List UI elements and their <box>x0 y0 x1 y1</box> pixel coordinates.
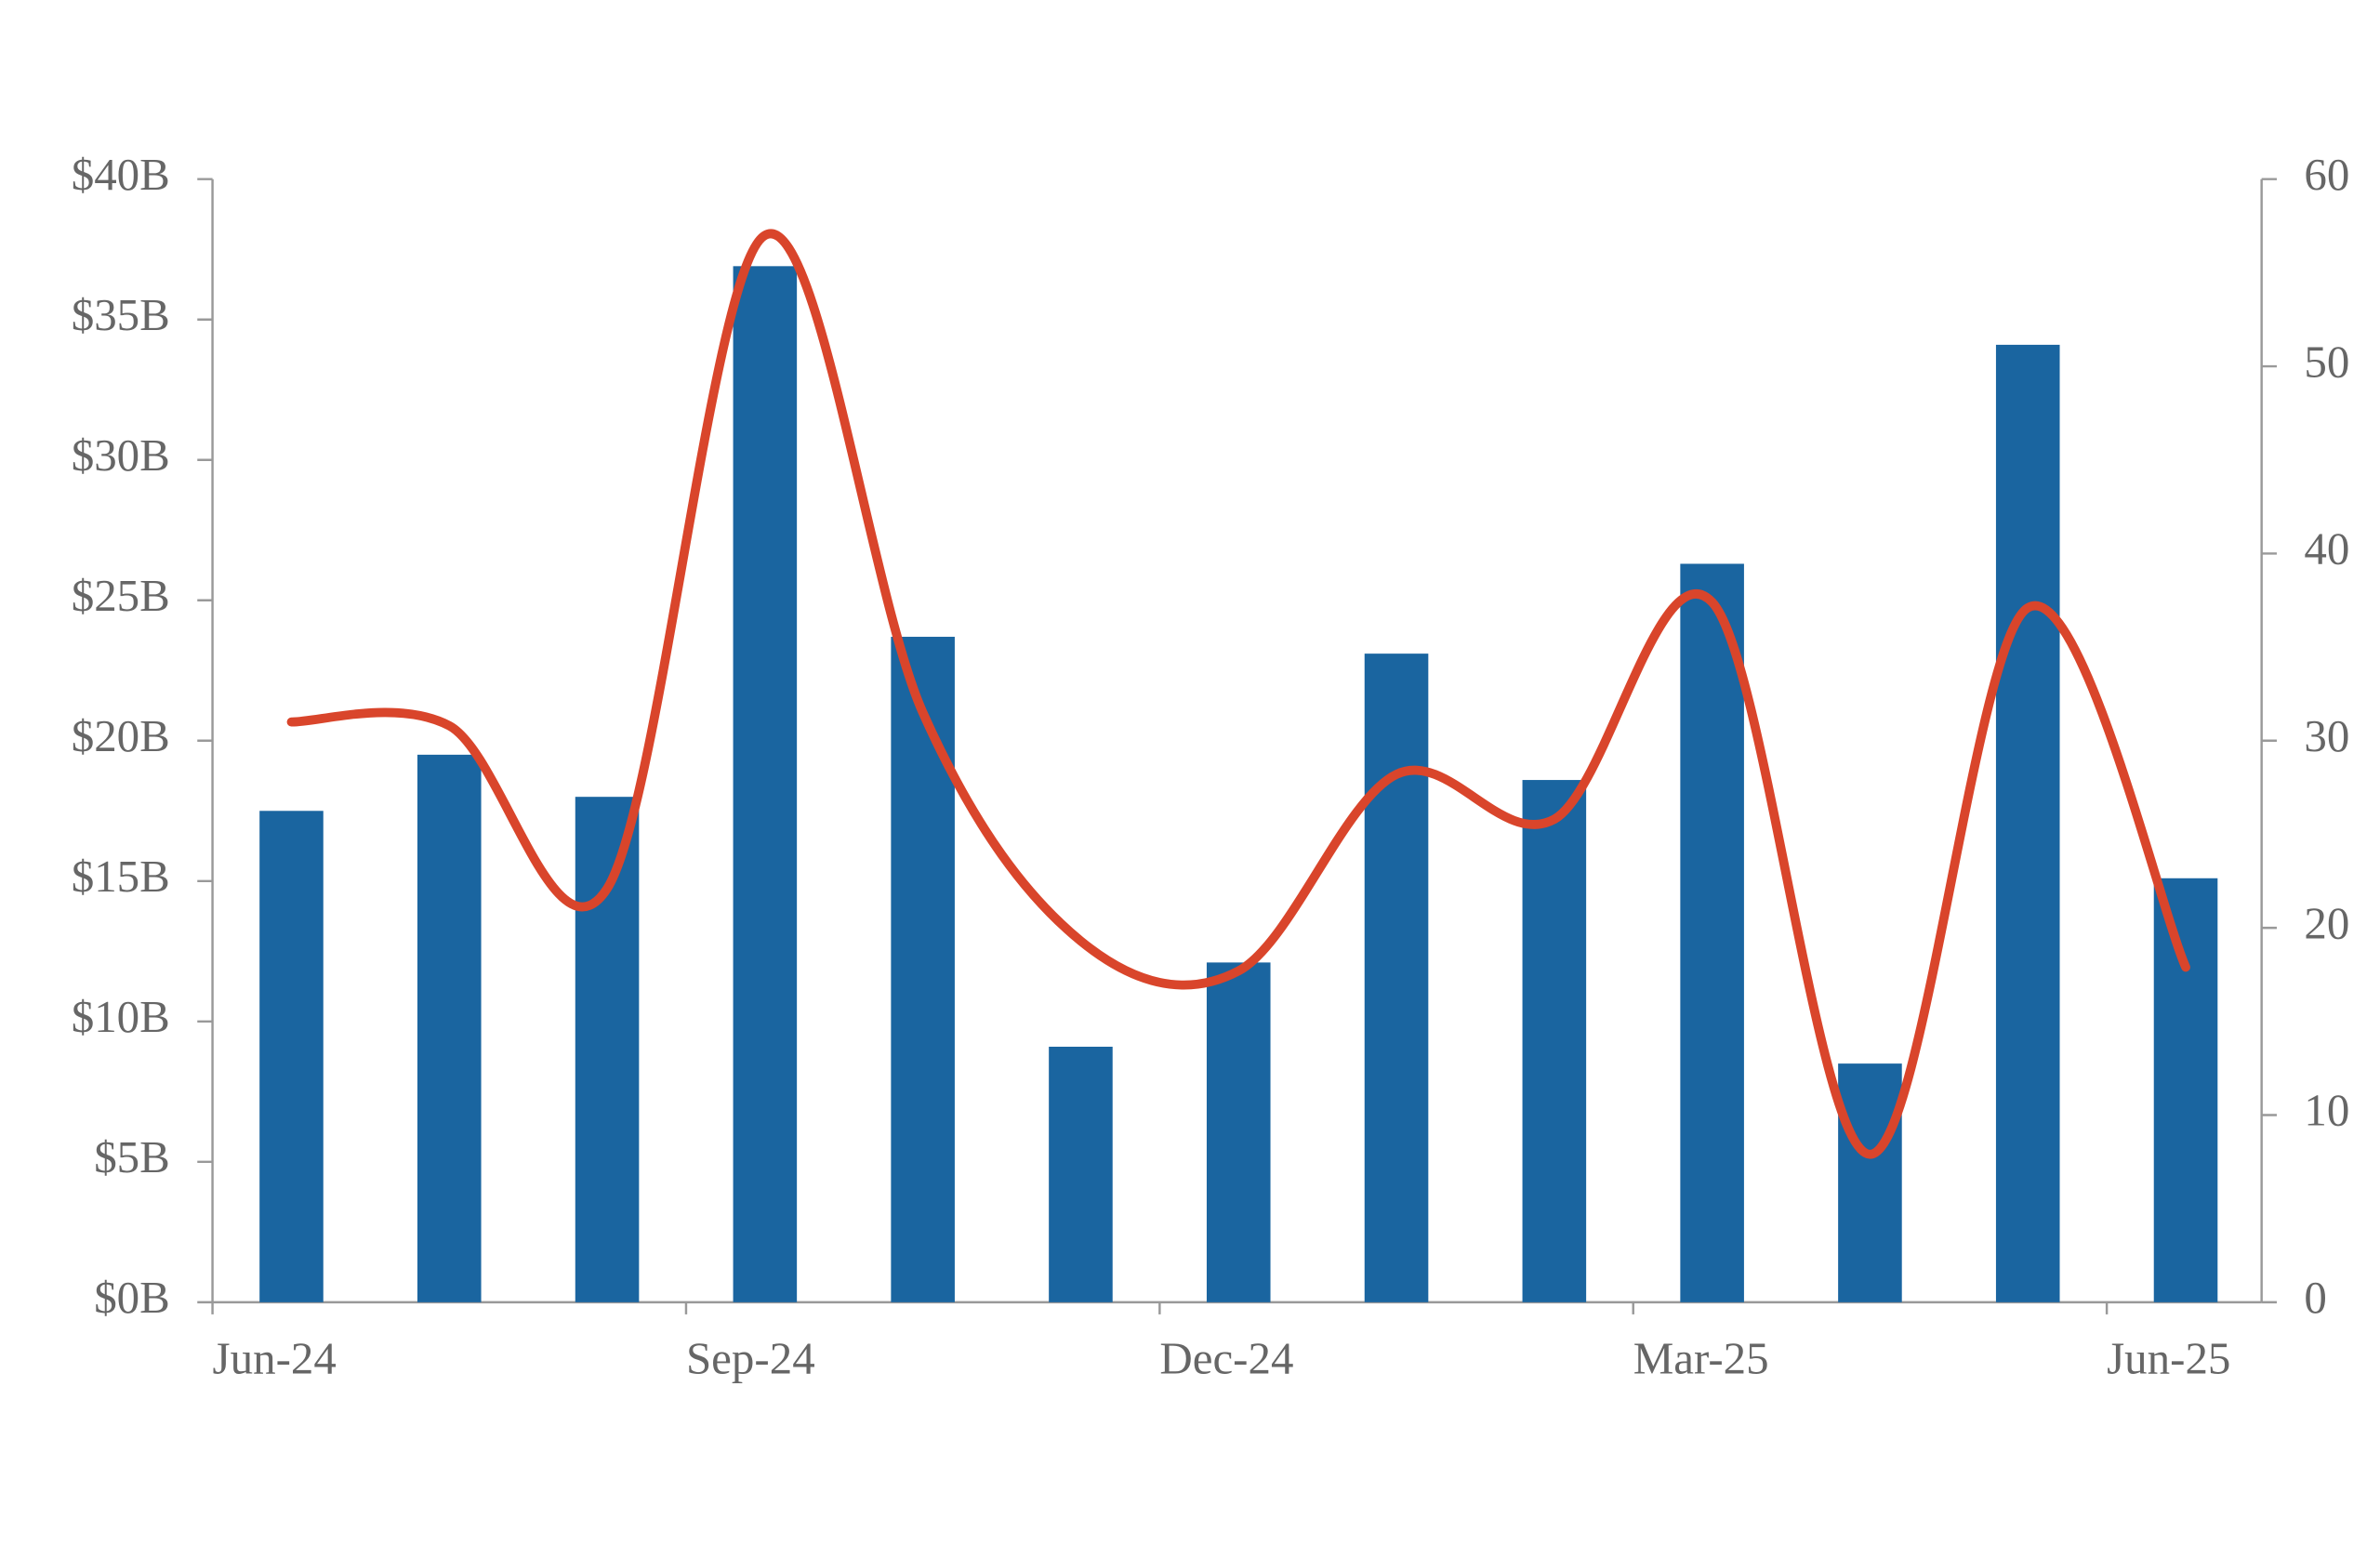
bar <box>733 266 798 1302</box>
x-tick-label: Mar-25 <box>1633 1332 1769 1383</box>
bar <box>1206 962 1271 1302</box>
y2-tick-label: 30 <box>2304 710 2349 761</box>
bar <box>259 811 324 1302</box>
x-tick-label: Jun-24 <box>213 1332 337 1383</box>
bar <box>1680 563 1744 1302</box>
bar <box>2153 878 2218 1302</box>
y-tick-label: $15B <box>72 851 170 902</box>
bar <box>1838 1063 1902 1302</box>
x-tick-label: Jun-25 <box>2107 1332 2230 1383</box>
y2-tick-label: 0 <box>2304 1272 2326 1323</box>
x-tick-label: Sep-24 <box>686 1332 815 1383</box>
bar <box>1995 344 2060 1302</box>
y2-tick-label: 50 <box>2304 336 2349 387</box>
bar <box>1049 1047 1113 1302</box>
y-tick-label: $35B <box>72 289 170 340</box>
y2-tick-label: 40 <box>2304 523 2349 574</box>
bar <box>891 637 955 1302</box>
bar <box>1522 780 1587 1302</box>
y-tick-label: $0B <box>94 1272 170 1323</box>
y-tick-label: $10B <box>72 991 170 1042</box>
y2-tick-label: 10 <box>2304 1085 2349 1136</box>
bar <box>575 797 640 1302</box>
y2-tick-label: 20 <box>2304 897 2349 948</box>
x-tick-label: Dec-24 <box>1159 1332 1293 1383</box>
bar <box>416 754 482 1302</box>
line <box>286 229 2190 1159</box>
y-tick-label: $40B <box>72 149 170 200</box>
y-tick-label: $5B <box>94 1131 170 1182</box>
y-tick-label: $20B <box>72 710 170 761</box>
y-tick-label: $30B <box>72 429 170 481</box>
y-tick-label: $25B <box>72 570 170 621</box>
y2-tick-label: 60 <box>2304 149 2349 200</box>
bar <box>1364 654 1429 1302</box>
